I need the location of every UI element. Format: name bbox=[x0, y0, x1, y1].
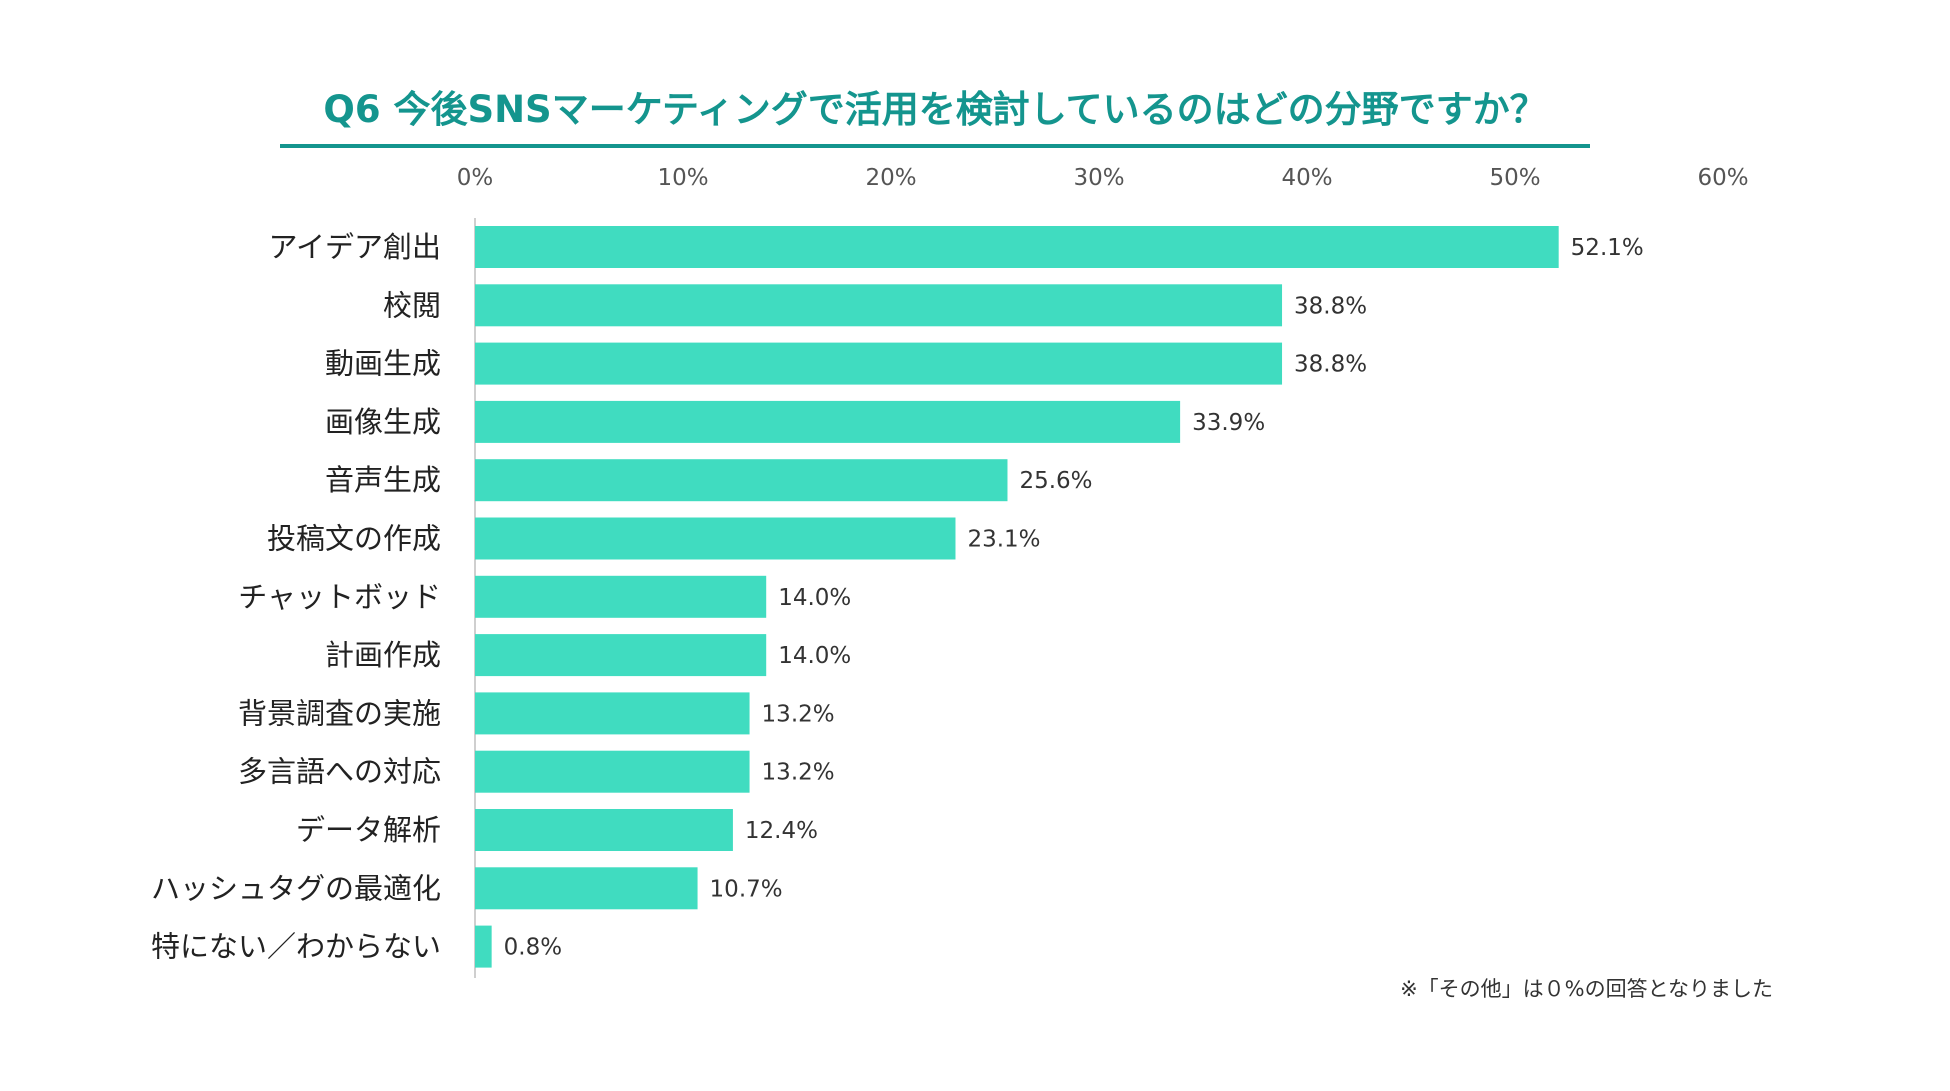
bar bbox=[475, 226, 1559, 268]
value-label: 38.8% bbox=[1294, 352, 1367, 378]
value-label: 14.0% bbox=[778, 585, 851, 611]
value-label: 14.0% bbox=[778, 643, 851, 669]
category-label: 画像生成 bbox=[325, 405, 441, 439]
x-tick-label: 30% bbox=[1073, 165, 1124, 191]
x-tick-label: 40% bbox=[1281, 165, 1332, 191]
bar bbox=[475, 925, 492, 968]
bar bbox=[475, 575, 767, 618]
category-label: チャットボッド bbox=[238, 580, 441, 614]
bar bbox=[475, 809, 733, 851]
bar bbox=[475, 517, 956, 560]
value-label: 38.8% bbox=[1294, 293, 1367, 319]
value-label: 10.7% bbox=[710, 876, 783, 902]
x-tick-label: 60% bbox=[1697, 165, 1748, 191]
value-label: 33.9% bbox=[1192, 410, 1265, 436]
x-tick-label: 20% bbox=[865, 165, 916, 191]
category-label: 計画作成 bbox=[325, 638, 441, 672]
value-label: 13.2% bbox=[762, 760, 835, 786]
category-label: 投稿文の作成 bbox=[267, 522, 441, 556]
category-label: ハッシュタグの最適化 bbox=[151, 871, 441, 905]
bar bbox=[475, 400, 1181, 443]
category-label: 音声生成 bbox=[325, 463, 441, 497]
x-axis-ticks: 0% 10% 20% 30% 40% 50% 60% bbox=[457, 165, 1749, 191]
bar bbox=[475, 459, 1008, 502]
category-label: 校閲 bbox=[383, 288, 441, 322]
category-labels: アイデア創出校閲動画生成画像生成音声生成投稿文の作成チャットボッド計画作成背景調… bbox=[151, 230, 441, 964]
bar bbox=[475, 692, 750, 735]
chart-title: Q6 今後SNSマーケティングで活用を検討しているのはどの分野ですか？ bbox=[323, 88, 1546, 131]
value-label: 12.4% bbox=[745, 818, 818, 844]
value-label: 0.8% bbox=[504, 935, 562, 961]
bar bbox=[475, 342, 1283, 385]
value-label: 25.6% bbox=[1019, 468, 1092, 494]
bars bbox=[475, 226, 1559, 968]
bar bbox=[475, 634, 767, 677]
value-label: 23.1% bbox=[967, 527, 1040, 553]
footnote: ※「その他」は０%の回答となりました bbox=[1400, 977, 1773, 1001]
x-tick-label: 50% bbox=[1489, 165, 1540, 191]
bar bbox=[475, 750, 750, 793]
value-label: 52.1% bbox=[1571, 235, 1644, 261]
category-label: 特にない／わからない bbox=[151, 930, 441, 964]
category-label: データ解析 bbox=[296, 813, 441, 847]
category-label: 多言語への対応 bbox=[238, 755, 441, 789]
category-label: 動画生成 bbox=[325, 347, 441, 381]
x-tick-label: 0% bbox=[457, 165, 494, 191]
x-tick-label: 10% bbox=[657, 165, 708, 191]
value-label: 13.2% bbox=[762, 701, 835, 727]
bar bbox=[475, 284, 1283, 327]
category-label: 背景調査の実施 bbox=[238, 696, 441, 730]
bar bbox=[475, 867, 698, 910]
value-labels: 52.1% 38.8% 38.8% 33.9% 25.6% 23.1% 14.0% 14.0%… bbox=[504, 235, 1644, 961]
category-label: アイデア創出 bbox=[268, 230, 441, 264]
